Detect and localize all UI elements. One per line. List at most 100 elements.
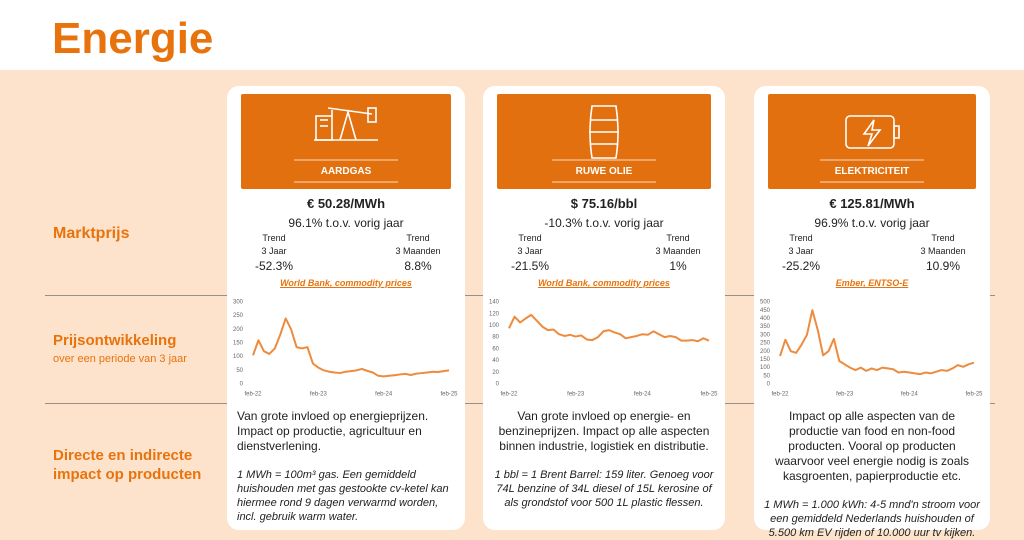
trend-label-line: Trend [262,233,286,243]
x-tick-label: feb-24 [901,392,919,398]
header-icon [294,107,398,183]
note: 1 MWh = 100m³ gas. Een gemiddeld huishou… [237,469,449,523]
price-line [508,313,710,343]
card-header: ELEKTRICITEIT [768,94,976,189]
trend-value: 1% [669,259,687,273]
y-tick-label: 20 [492,370,499,376]
price-line [252,317,450,378]
y-tick-label: 350 [760,324,771,330]
y-tick-label: 50 [236,368,243,374]
y-tick-label: 50 [763,373,770,379]
note: 1 MWh = 1.000 kWh: 4-5 mnd'n stroom voor… [764,499,980,539]
trend-value: -52.3% [254,259,294,273]
trend-label-line: 3 Jaar [261,246,287,256]
x-tick-label: feb-24 [634,392,652,398]
trend-label: Trend 3 Maanden [908,232,978,258]
y-tick-label: 0 [240,382,244,388]
x-tick-label: feb-25 [700,392,718,398]
note: 1 bbl = 1 Brent Barrel: 159 liter. Genoe… [494,469,714,509]
price: € 50.28/MWh [306,196,386,211]
card-name: AARDGAS [320,166,372,177]
price: € 125.81/MWh [829,196,915,211]
price-chart: 0 50 100 150 200 250 300 feb-22 feb-23 feb-24 feb-… [233,300,458,398]
y-tick-label: 400 [760,316,771,322]
trend-value: -21.5% [510,259,550,273]
trend-label: Trend 3 Maanden [383,232,453,258]
card-header: RUWE OLIE [497,94,711,189]
header-icon [820,115,924,183]
x-tick-label: feb-22 [771,392,789,398]
y-tick-label: 140 [489,300,500,306]
trend-value: 10.9% [925,259,961,273]
row-label: Directe en indirecte impact op producten [53,447,202,483]
price: $ 75.16/bbl [570,196,638,211]
trend-value: 8.8% [404,259,432,273]
x-tick-label: feb-25 [440,392,458,398]
card: RUWE OLIE $ 75.16/bbl -10.3% t.o.v. vorig … [483,86,725,530]
card-header: AARDGAS [241,94,451,189]
y-tick-label: 250 [233,313,244,319]
y-tick-label: 100 [760,365,771,371]
trend-label-line: Trend [518,233,542,243]
y-tick-label: 100 [489,323,500,329]
trend-label: Trend 3 Jaar [239,232,309,258]
y-tick-label: 250 [760,341,771,347]
y-tick-label: 500 [760,300,771,306]
x-tick-label: feb-23 [310,392,328,398]
row-sublabel: over een periode van 3 jaar [53,353,187,365]
page-title: Energie [52,14,214,63]
header-icon [552,105,656,183]
price-chart: 0 50 100 150 200 250 300 350 400 450 500 feb-22 feb-… [760,300,983,398]
trend-label: Trend 3 Maanden [643,232,713,258]
trend-label-line: 3 Maanden [920,246,966,256]
trend-value: -25.2% [781,259,821,273]
y-tick-label: 300 [760,332,771,338]
y-tick-label: 200 [233,327,244,333]
source-link[interactable]: World Bank, commodity prices [538,278,670,288]
card-name: RUWE OLIE [575,166,633,177]
y-tick-label: 450 [760,308,771,314]
description: Van grote invloed op energieprijzen. Imp… [237,409,429,453]
x-tick-label: feb-25 [965,392,983,398]
trend-label-line: Trend [931,233,955,243]
y-tick-label: 150 [233,341,244,347]
x-tick-label: feb-23 [836,392,854,398]
trend-label-line: Trend [789,233,813,243]
price-chart: 0 20 40 60 80 100 120 140 feb-22 feb-23 feb-24 feb-… [489,300,718,398]
x-tick-label: feb-24 [375,392,393,398]
y-tick-label: 200 [760,349,771,355]
y-tick-label: 0 [496,382,500,388]
description: Van grote invloed op energie- en benzine… [498,409,710,453]
row-label: Prijsontwikkeling [53,332,177,349]
trend-label-line: 3 Jaar [517,246,543,256]
trend-label-line: 3 Maanden [395,246,441,256]
y-tick-label: 120 [489,311,500,317]
impact-text: Van grote invloed op energieprijzen. Imp… [237,409,455,524]
source-link[interactable]: Ember, ENTSO-E [835,278,909,288]
yoy-change: -10.3% t.o.v. vorig jaar [544,216,664,230]
y-tick-label: 0 [767,382,771,388]
trend-label-line: 3 Jaar [788,246,814,256]
row-label: Marktprijs [53,225,130,242]
yoy-change: 96.1% t.o.v. vorig jaar [288,216,404,230]
y-tick-label: 80 [492,335,499,341]
source-link[interactable]: World Bank, commodity prices [280,278,412,288]
impact-text: Van grote invloed op energie- en benzine… [493,409,715,510]
trend-label: Trend 3 Jaar [495,232,565,258]
price-line [779,309,975,376]
y-tick-label: 60 [492,346,499,352]
x-tick-label: feb-22 [500,392,518,398]
impact-text: Impact op alle aspecten van de productie… [764,409,980,540]
y-tick-label: 100 [233,354,244,360]
trend-label: Trend 3 Jaar [766,232,836,258]
yoy-change: 96.9% t.o.v. vorig jaar [814,216,930,230]
trend-label-line: Trend [666,233,690,243]
card-name: ELEKTRICITEIT [834,166,910,177]
card: AARDGAS € 50.28/MWh 96.1% t.o.v. vorig jaa… [227,86,465,530]
card: ELEKTRICITEIT € 125.81/MWh 96.9% t.o.v. vo… [754,86,990,539]
x-tick-label: feb-23 [567,392,585,398]
trend-label-line: Trend [406,233,430,243]
y-tick-label: 150 [760,357,771,363]
description: Impact op alle aspecten van de productie… [774,409,970,483]
